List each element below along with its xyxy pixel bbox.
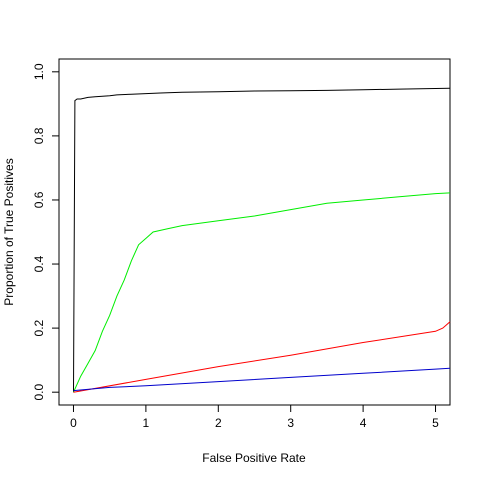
x-tick-label: 0 bbox=[70, 416, 77, 430]
y-axis-label: Proportion of True Positives bbox=[2, 158, 16, 305]
x-tick-label: 3 bbox=[287, 416, 294, 430]
y-tick-label: 0.0 bbox=[32, 384, 46, 401]
y-axis: 0.0 0.2 0.4 0.6 0.8 1.0 bbox=[32, 63, 59, 401]
x-tick-label: 1 bbox=[143, 416, 150, 430]
series-line-4 bbox=[73, 367, 451, 392]
series-layer bbox=[73, 87, 451, 393]
y-tick-label: 0.8 bbox=[32, 127, 46, 144]
y-tick-label: 0.2 bbox=[32, 319, 46, 336]
x-axis-label: False Positive Rate bbox=[202, 451, 306, 465]
x-axis: 0 1 2 3 4 5 bbox=[70, 405, 439, 430]
y-tick-label: 1.0 bbox=[32, 63, 46, 80]
series-line-2 bbox=[73, 192, 451, 393]
x-tick-label: 2 bbox=[215, 416, 222, 430]
plot-frame bbox=[58, 58, 451, 406]
x-tick-label: 5 bbox=[432, 416, 439, 430]
series-line-1 bbox=[73, 87, 451, 393]
x-tick-label: 4 bbox=[360, 416, 367, 430]
y-tick-label: 0.6 bbox=[32, 191, 46, 208]
series-line-3 bbox=[73, 321, 451, 393]
y-tick-label: 0.4 bbox=[32, 255, 46, 272]
